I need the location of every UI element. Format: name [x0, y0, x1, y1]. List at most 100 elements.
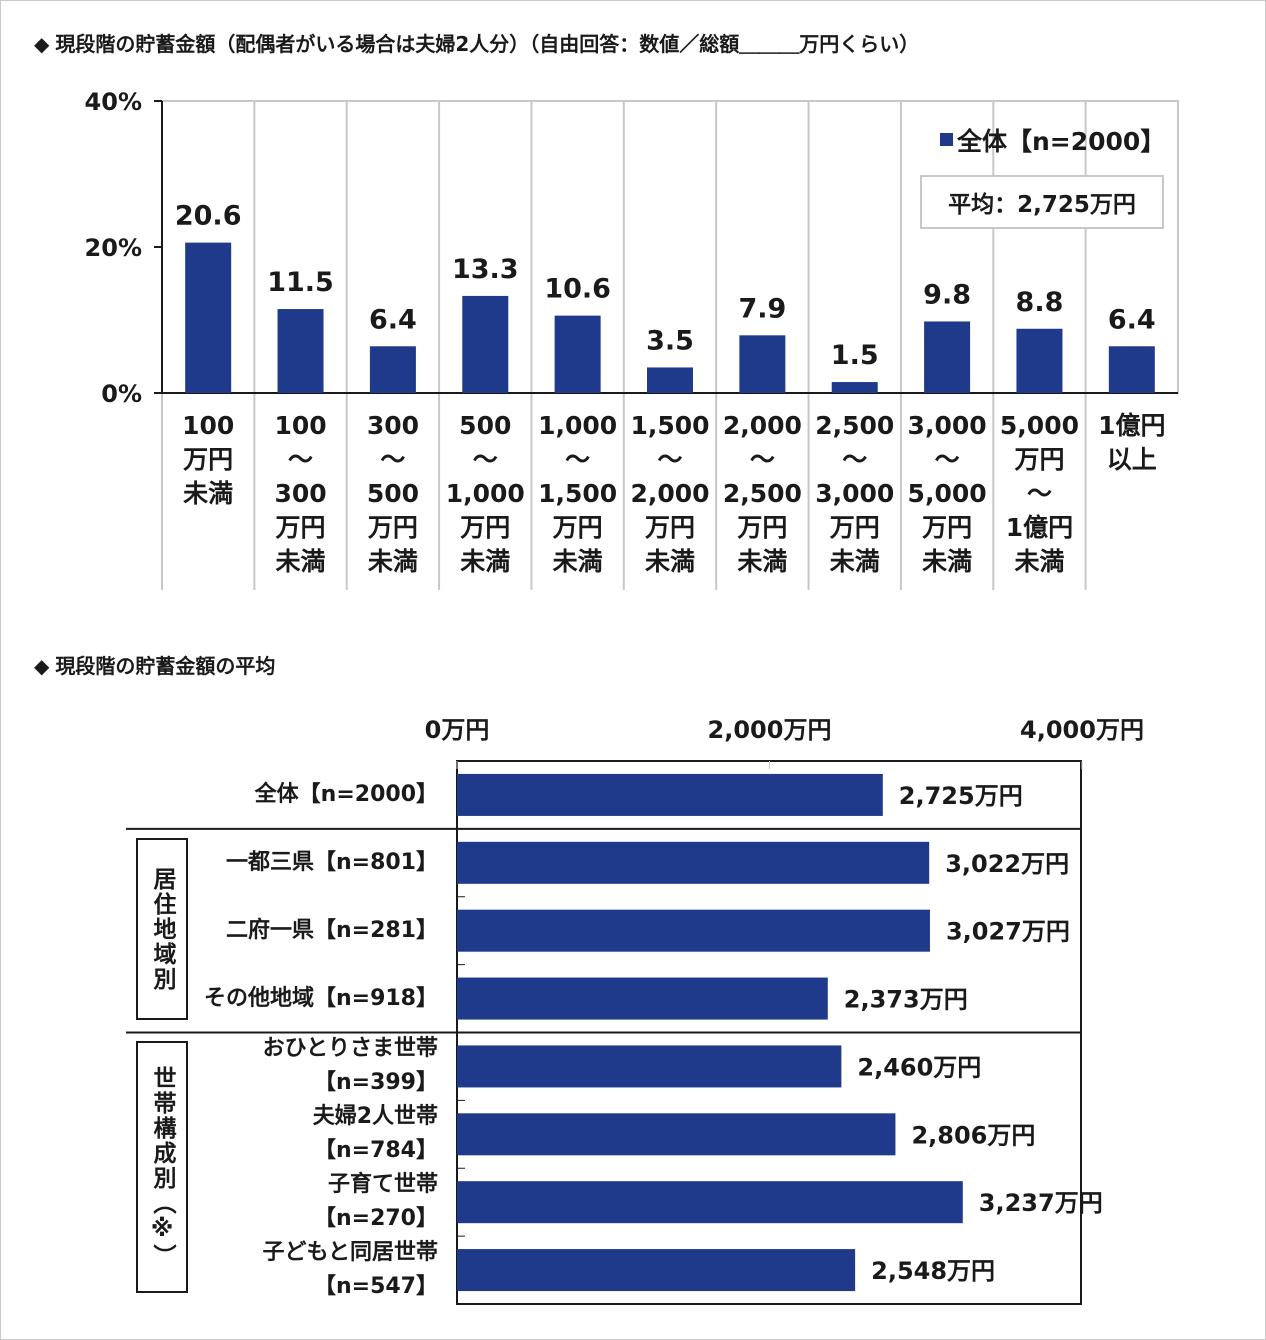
- category-label: 1,000: [538, 411, 617, 440]
- category-label: 万円: [183, 445, 233, 474]
- category-label: ～: [750, 445, 775, 474]
- row-label: 二府一県【n=281】: [226, 914, 438, 948]
- category-label: 未満: [460, 547, 510, 576]
- bar-value-label: 1.5: [831, 340, 879, 371]
- bar-value-label: 2,806万円: [911, 1121, 1035, 1149]
- y-tick-label: 0%: [101, 380, 142, 408]
- category-label: 2,500: [723, 479, 802, 508]
- row-label-line: 【n=270】: [313, 1206, 438, 1232]
- category-label: 万円: [645, 513, 695, 542]
- group-region-label: 居住地域別: [149, 866, 175, 992]
- bar-value-label: 8.8: [1016, 287, 1064, 318]
- category-label: 1,500: [538, 479, 617, 508]
- bar-value-label: 6.4: [369, 304, 417, 335]
- bar: [554, 315, 601, 393]
- bar: [457, 773, 883, 816]
- legend: 全体【n=2000】: [940, 122, 1165, 158]
- category-label: 1億円: [1098, 411, 1165, 440]
- category-label: 未満: [183, 479, 233, 508]
- y-tick-label: 40%: [85, 88, 142, 116]
- legend-label: 全体【n=2000】: [957, 127, 1166, 156]
- bar: [1016, 328, 1063, 393]
- category-label: ～: [657, 445, 682, 474]
- category-label: 1,000: [446, 479, 525, 508]
- bar-value-label: 6.4: [1108, 304, 1156, 335]
- category-label: 1,500: [630, 411, 709, 440]
- bar: [739, 335, 786, 393]
- category-label: 500: [459, 411, 511, 440]
- category-label: 未満: [1014, 547, 1064, 576]
- row-label-line: その他地域【n=918】: [203, 985, 438, 1011]
- category-label: 未満: [830, 547, 880, 576]
- row-label-line: 二府一県【n=281】: [225, 917, 438, 943]
- row-label: 全体【n=2000】: [255, 778, 438, 812]
- row-label: 一都三県【n=801】: [226, 846, 438, 880]
- category-label: 2,000: [723, 411, 802, 440]
- bar: [457, 1045, 842, 1088]
- y-tick-label: 20%: [85, 234, 142, 262]
- category-label: 2,000: [630, 479, 709, 508]
- histogram-chart: 0%20%40%20.6100万円未満11.5100～300万円未満6.4300…: [85, 88, 1179, 590]
- chart1-title-text: 現段階の貯蓄金額（配偶者がいる場合は夫婦2人分）（自由回答：数値／総額＿＿＿万円…: [55, 32, 920, 56]
- average-box: 平均：2,725万円: [920, 175, 1164, 229]
- category-label: ～: [288, 445, 313, 474]
- bar: [457, 1181, 963, 1224]
- category-label: ～: [1027, 479, 1052, 508]
- bar: [831, 382, 878, 393]
- bar-value-label: 2,548万円: [871, 1257, 995, 1285]
- x-tick-label: 4,000万円: [1020, 716, 1144, 744]
- bar-value-label: 2,460万円: [857, 1053, 981, 1081]
- bar: [457, 841, 930, 884]
- average-label: 平均：2,725万円: [948, 192, 1136, 218]
- category-label: 100: [182, 411, 234, 440]
- row-label: 子育て世帯 【n=270】: [314, 1168, 438, 1236]
- category-label: 1億円: [1006, 513, 1073, 542]
- bar-value-label: 7.9: [738, 293, 786, 324]
- category-label: 500: [367, 479, 419, 508]
- row-label: 子どもと同居世帯 【n=547】: [262, 1236, 438, 1304]
- category-label: 未満: [276, 547, 326, 576]
- bar: [924, 321, 971, 393]
- bar: [457, 1113, 896, 1156]
- bar: [457, 909, 930, 952]
- row-label-line: 子どもと同居世帯: [262, 1240, 438, 1266]
- row-label: 夫婦2人世帯 【n=784】: [313, 1100, 438, 1168]
- row-label: おひとりさま世帯 【n=399】: [263, 1032, 438, 1100]
- bar-value-label: 3,022万円: [945, 850, 1069, 878]
- category-label: ～: [473, 445, 498, 474]
- bar-value-label: 3,237万円: [979, 1189, 1103, 1217]
- bar: [647, 367, 693, 393]
- chart2-title-text: 現段階の貯蓄金額の平均: [55, 654, 276, 678]
- category-label: 300: [274, 479, 326, 508]
- bar: [185, 242, 232, 393]
- category-label: 万円: [460, 513, 510, 542]
- group-household: 世帯構成別（※）: [136, 1041, 188, 1293]
- category-label: 未満: [922, 547, 972, 576]
- category-label: 5,000: [1000, 411, 1079, 440]
- category-label: 未満: [553, 547, 603, 576]
- bullet-icon: ◆: [34, 32, 50, 56]
- bar: [369, 346, 416, 393]
- bar-value-label: 9.8: [923, 279, 971, 310]
- category-label: 万円: [368, 513, 418, 542]
- group-region: 居住地域別: [136, 838, 188, 1020]
- legend-swatch: [940, 133, 953, 146]
- bar-value-label: 20.6: [175, 201, 242, 232]
- category-label: 2,500: [815, 411, 894, 440]
- category-label: 未満: [737, 547, 787, 576]
- category-label: 300: [367, 411, 419, 440]
- chart2-title: ◆ 現段階の貯蓄金額の平均: [34, 650, 275, 679]
- x-tick-label: 2,000万円: [708, 716, 832, 744]
- group-household-label: 世帯構成別（※）: [149, 1065, 175, 1269]
- category-label: 100: [274, 411, 326, 440]
- row-label-line: おひとりさま世帯: [262, 1036, 438, 1062]
- row-label-line: 【n=784】: [313, 1138, 438, 1164]
- bar-value-label: 13.3: [452, 254, 519, 285]
- category-label: 3,000: [815, 479, 894, 508]
- category-label: 未満: [368, 547, 418, 576]
- row-label-line: 全体【n=2000】: [254, 781, 438, 807]
- category-label: 万円: [737, 513, 787, 542]
- bar-value-label: 11.5: [267, 267, 334, 298]
- category-label: 3,000: [908, 411, 987, 440]
- bar-value-label: 3,027万円: [946, 918, 1070, 946]
